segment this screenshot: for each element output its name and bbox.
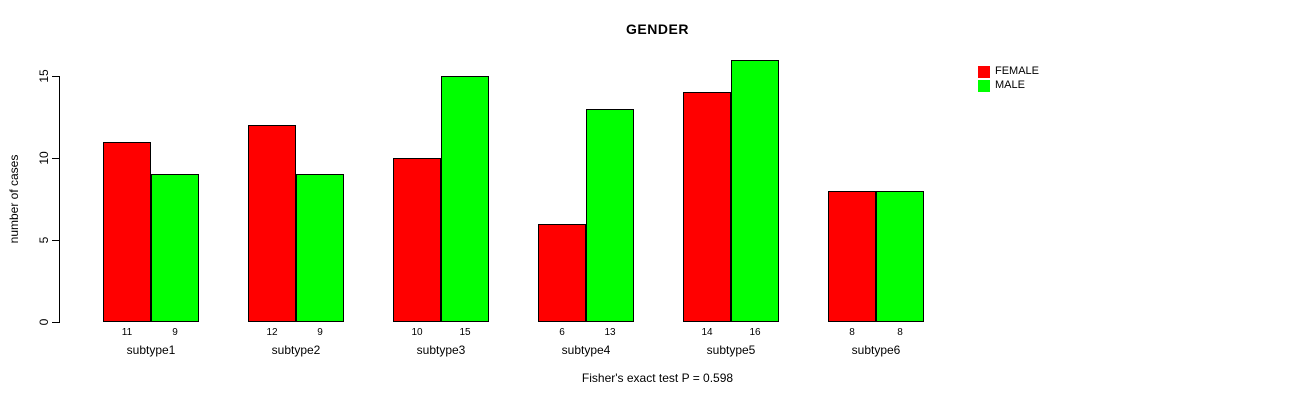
bar-female-subtype5	[683, 92, 731, 322]
y-tick-label: 5	[37, 236, 51, 244]
bar-male-subtype4	[586, 109, 634, 322]
category-label-subtype6: subtype6	[851, 343, 901, 357]
bar-value-label: 6	[559, 327, 565, 338]
y-axis-title: number of cases	[7, 154, 21, 244]
bar-value-label: 8	[897, 327, 903, 338]
bar-value-label: 13	[604, 327, 616, 338]
y-tick-mark	[52, 240, 59, 241]
bar-male-subtype5	[731, 60, 779, 322]
caption: Fisher's exact test P = 0.598	[581, 371, 734, 385]
legend-label-male: MALE	[995, 79, 1025, 91]
bar-value-label: 15	[459, 327, 471, 338]
y-tick-mark	[52, 76, 59, 77]
y-tick-mark	[52, 158, 59, 159]
bar-male-subtype2	[296, 174, 344, 322]
bar-female-subtype2	[248, 125, 296, 322]
category-label-subtype5: subtype5	[706, 343, 756, 357]
bar-female-subtype6	[828, 191, 876, 322]
legend-row-male: MALE	[978, 79, 1039, 92]
bar-value-label: 12	[266, 327, 278, 338]
bar-value-label: 16	[749, 327, 761, 338]
bar-male-subtype1	[151, 174, 199, 322]
legend-row-female: FEMALE	[978, 65, 1039, 78]
bar-value-label: 8	[849, 327, 855, 338]
chart-title: GENDER	[626, 21, 689, 37]
bar-male-subtype3	[441, 76, 489, 322]
bar-female-subtype4	[538, 224, 586, 322]
bar-value-label: 9	[172, 327, 178, 338]
category-label-subtype4: subtype4	[561, 343, 611, 357]
y-tick-label: 15	[37, 69, 51, 83]
legend-swatch-male-icon	[978, 79, 990, 92]
bar-female-subtype1	[103, 142, 151, 322]
bar-value-label: 9	[317, 327, 323, 338]
legend-label-female: FEMALE	[995, 65, 1040, 77]
y-tick-label: 0	[37, 318, 51, 326]
y-tick-label: 10	[37, 151, 51, 165]
bar-value-label: 14	[701, 327, 713, 338]
category-label-subtype1: subtype1	[126, 343, 176, 357]
bar-value-label: 11	[121, 327, 133, 338]
category-label-subtype3: subtype3	[416, 343, 466, 357]
bar-female-subtype3	[393, 158, 441, 322]
bar-male-subtype6	[876, 191, 924, 322]
y-axis-line	[59, 76, 60, 323]
y-tick-mark	[52, 322, 59, 323]
legend: FEMALE MALE	[978, 65, 1039, 93]
category-label-subtype2: subtype2	[271, 343, 321, 357]
bar-value-label: 10	[411, 327, 423, 338]
legend-swatch-female-icon	[978, 65, 990, 78]
